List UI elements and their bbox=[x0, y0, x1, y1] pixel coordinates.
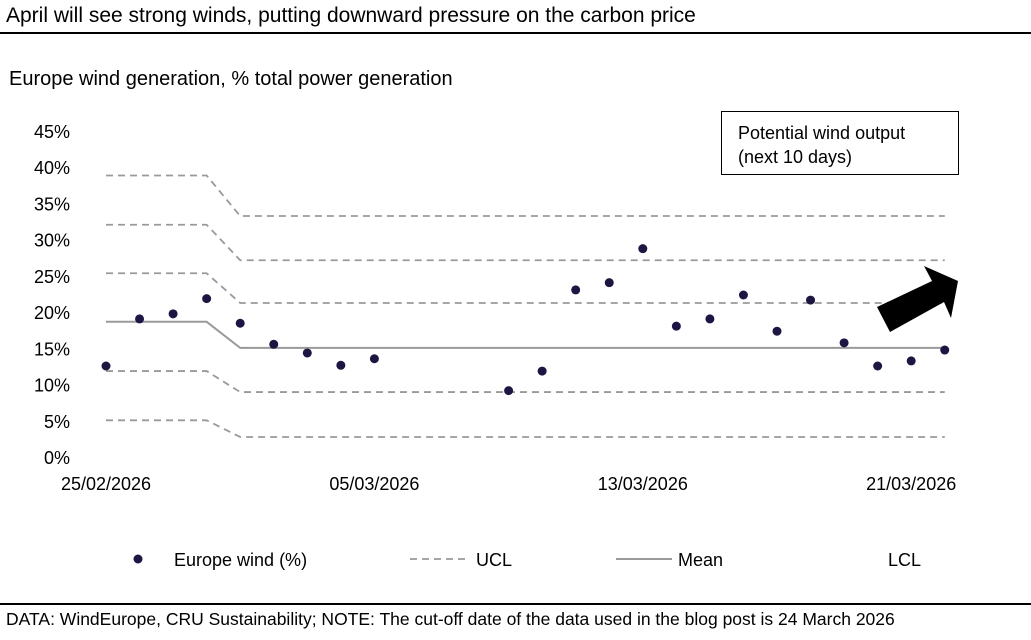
data-point bbox=[369, 354, 379, 364]
data-point bbox=[302, 348, 312, 358]
y-tick-label: 30% bbox=[34, 231, 70, 251]
data-point bbox=[168, 309, 178, 319]
data-point bbox=[336, 360, 346, 370]
footer-divider bbox=[0, 603, 1031, 605]
data-point bbox=[873, 361, 883, 371]
y-tick-label: 15% bbox=[34, 339, 70, 359]
page-title: April will see strong winds, putting dow… bbox=[6, 4, 696, 27]
callout-line2: (next 10 days) bbox=[738, 147, 853, 167]
ucl-line bbox=[106, 272, 945, 304]
y-tick-label: 0% bbox=[44, 448, 70, 468]
y-tick-label: 45% bbox=[34, 122, 70, 142]
mean-line bbox=[106, 320, 945, 349]
data-point bbox=[772, 326, 782, 336]
y-tick-label: 35% bbox=[34, 194, 70, 214]
callout-box: Potential wind output (next 10 days) bbox=[721, 111, 959, 175]
lcl-line bbox=[106, 370, 945, 393]
data-point bbox=[671, 321, 681, 331]
x-tick-label: 05/03/2026 bbox=[329, 474, 419, 494]
legend-label-mean: Mean bbox=[678, 550, 723, 570]
ucl-line bbox=[106, 223, 945, 262]
up-right-arrow-icon bbox=[877, 266, 958, 332]
y-tick-label: 5% bbox=[44, 412, 70, 432]
data-point bbox=[839, 338, 849, 348]
data-point bbox=[604, 278, 614, 288]
y-tick-label: 20% bbox=[34, 303, 70, 323]
data-point bbox=[135, 314, 145, 324]
x-tick-label: 25/02/2026 bbox=[61, 474, 151, 494]
footer-note: DATA: WindEurope, CRU Sustainability; NO… bbox=[6, 609, 895, 629]
lcl-line bbox=[106, 419, 945, 438]
legend-label-lcl: LCL bbox=[888, 550, 921, 570]
ucl-line bbox=[106, 174, 945, 217]
x-tick-label: 13/03/2026 bbox=[598, 474, 688, 494]
data-point bbox=[235, 318, 245, 328]
y-tick-label: 10% bbox=[34, 376, 70, 396]
data-point bbox=[806, 295, 816, 305]
data-point bbox=[738, 290, 748, 300]
legend-marker-wind bbox=[133, 554, 143, 564]
callout-line1: Potential wind output bbox=[738, 123, 906, 143]
y-tick-label: 40% bbox=[34, 158, 70, 178]
data-point bbox=[504, 386, 514, 396]
data-point bbox=[269, 339, 279, 349]
y-tick-label: 25% bbox=[34, 267, 70, 287]
data-point bbox=[705, 314, 715, 324]
chart-title: Europe wind generation, % total power ge… bbox=[9, 68, 453, 90]
data-point bbox=[638, 244, 648, 254]
data-point bbox=[202, 294, 212, 304]
data-point bbox=[101, 361, 111, 371]
data-point bbox=[571, 285, 581, 295]
x-tick-label: 21/03/2026 bbox=[866, 474, 956, 494]
data-point bbox=[906, 356, 916, 366]
legend-label-wind: Europe wind (%) bbox=[174, 550, 307, 570]
data-point bbox=[940, 345, 950, 355]
title-divider bbox=[0, 32, 1031, 34]
legend-label-ucl: UCL bbox=[476, 550, 512, 570]
data-point bbox=[537, 366, 547, 376]
